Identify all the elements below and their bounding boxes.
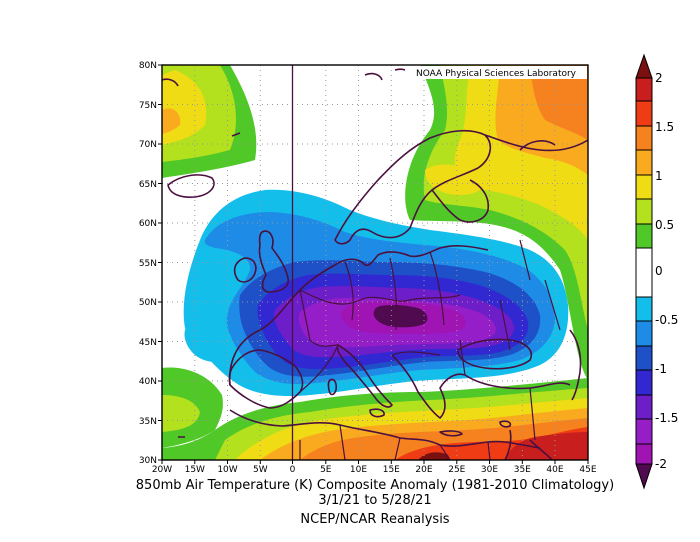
lat-label: 55N <box>139 259 157 269</box>
lon-label: 0 <box>290 465 296 475</box>
lon-label: 10E <box>350 465 367 475</box>
great-britain-coast <box>258 230 290 293</box>
lon-label: 15E <box>383 465 400 475</box>
credit-box: NOAA Physical Sciences Laboratory <box>405 66 587 79</box>
colorbar-segment <box>635 443 653 465</box>
colorbar-tick-label: 0.5 <box>655 218 674 232</box>
colorbar-segment <box>635 369 653 396</box>
arctic-island-coast <box>519 140 556 151</box>
anomaly-region-pos-1-nw <box>162 108 181 134</box>
lon-label: 45E <box>579 465 596 475</box>
lat-label: 80N <box>139 61 157 71</box>
balkans-coast <box>391 354 466 419</box>
lon-label: 30E <box>481 465 498 475</box>
colorbar <box>635 53 653 490</box>
italy-coast <box>336 344 393 408</box>
lat-axis-labels: 80N 75N 70N 65N 60N 55N 50N 45N 40N 35N … <box>139 61 157 466</box>
lat-label: 45N <box>139 338 157 348</box>
black-sea-coast <box>457 338 532 370</box>
lon-label: 25E <box>448 465 465 475</box>
anomaly-region-neg-025-atl <box>184 320 233 363</box>
colorbar-top-arrow <box>635 53 653 79</box>
colorbar-tick-label: -1.5 <box>655 411 678 425</box>
lon-axis-ticks <box>161 460 589 464</box>
map-gridlines <box>162 65 588 460</box>
sardinia-coast <box>327 378 337 396</box>
anomaly-region-pos-2-south <box>418 452 450 460</box>
colorbar-tick-label: 1.5 <box>655 120 674 134</box>
colorbar-tick-label: 1 <box>655 169 663 183</box>
lon-label: 5E <box>320 465 332 475</box>
country-borders <box>299 239 561 460</box>
lat-label: 65N <box>139 180 157 190</box>
iceland-coast <box>167 174 215 198</box>
greenland-coast <box>162 78 179 87</box>
lon-label: 40E <box>546 465 563 475</box>
colorbar-segment <box>635 247 653 298</box>
scandinavia-coast <box>334 129 492 245</box>
lon-label: 15W <box>185 465 205 475</box>
colorbar-tick-label: 2 <box>655 71 663 85</box>
kola-coast <box>484 134 588 152</box>
anomaly-region-pos-05-sw <box>162 395 200 432</box>
colorbar-tick-label: -1 <box>655 362 667 376</box>
anomaly-region-pos-175-south <box>505 432 588 460</box>
lat-label: 40N <box>139 377 157 387</box>
lon-axis-labels: 20W 15W 10W 5W 0 5E 10E 15E 20E 25E 30E … <box>152 465 597 475</box>
colorbar-segment <box>635 149 653 176</box>
colorbar-tick-label: 0 <box>655 264 663 278</box>
caspian-coast <box>569 329 582 401</box>
lat-axis-ticks <box>158 64 162 461</box>
levant-coast <box>504 429 512 460</box>
lat-label: 75N <box>139 101 157 111</box>
lat-label: 30N <box>139 456 157 466</box>
lat-label: 35N <box>139 417 157 427</box>
caption-source: NCEP/NCAR Reanalysis <box>300 512 450 527</box>
lat-label: 60N <box>139 219 157 229</box>
caption-date-range: 3/1/21 to 5/28/21 <box>318 493 432 508</box>
caption-line-1: 850mb Air Temperature (K) Composite Anom… <box>135 478 615 493</box>
sicily-coast <box>369 408 385 418</box>
lon-label: 20W <box>152 465 172 475</box>
lon-label: 20E <box>415 465 432 475</box>
credit-label: NOAA Physical Sciences Laboratory <box>416 69 577 79</box>
colorbar-segment <box>635 296 653 322</box>
turkey-coast <box>464 374 571 390</box>
anomaly-region-neg-2 <box>373 304 428 328</box>
colorbar-segment <box>635 198 653 225</box>
lat-label: 70N <box>139 140 157 150</box>
red-sea-coast <box>529 439 553 460</box>
colorbar-tick-label: -2 <box>655 457 667 471</box>
map-plot-area <box>162 65 588 460</box>
colorbar-segment <box>635 125 653 151</box>
colorbar-bottom-arrow <box>635 463 653 490</box>
colorbar-segment <box>635 345 653 371</box>
colorbar-segment <box>635 223 653 249</box>
lon-label: 10W <box>217 465 237 475</box>
colorbar-segment <box>635 394 653 420</box>
colorbar-labels: 2 1.5 1 0.5 0 -0.5 -1 -1.5 -2 <box>655 71 678 471</box>
cyprus-coast <box>499 420 512 428</box>
colorbar-segment <box>635 320 653 347</box>
ireland-coast <box>233 257 257 283</box>
lat-label: 50N <box>139 298 157 308</box>
lon-label: 5W <box>253 465 268 475</box>
finland-coast <box>431 179 490 223</box>
colorbar-segment <box>635 100 653 127</box>
colorbar-segment <box>635 174 653 200</box>
colorbar-segment <box>635 77 653 102</box>
lon-label: 35E <box>514 465 531 475</box>
colorbar-segment <box>635 418 653 445</box>
crete-coast <box>439 430 463 437</box>
anomaly-region-pos-125-ne <box>530 65 588 140</box>
colorbar-tick-label: -0.5 <box>655 313 678 327</box>
iberia-coast <box>228 349 304 409</box>
small-island-coast <box>178 132 241 438</box>
